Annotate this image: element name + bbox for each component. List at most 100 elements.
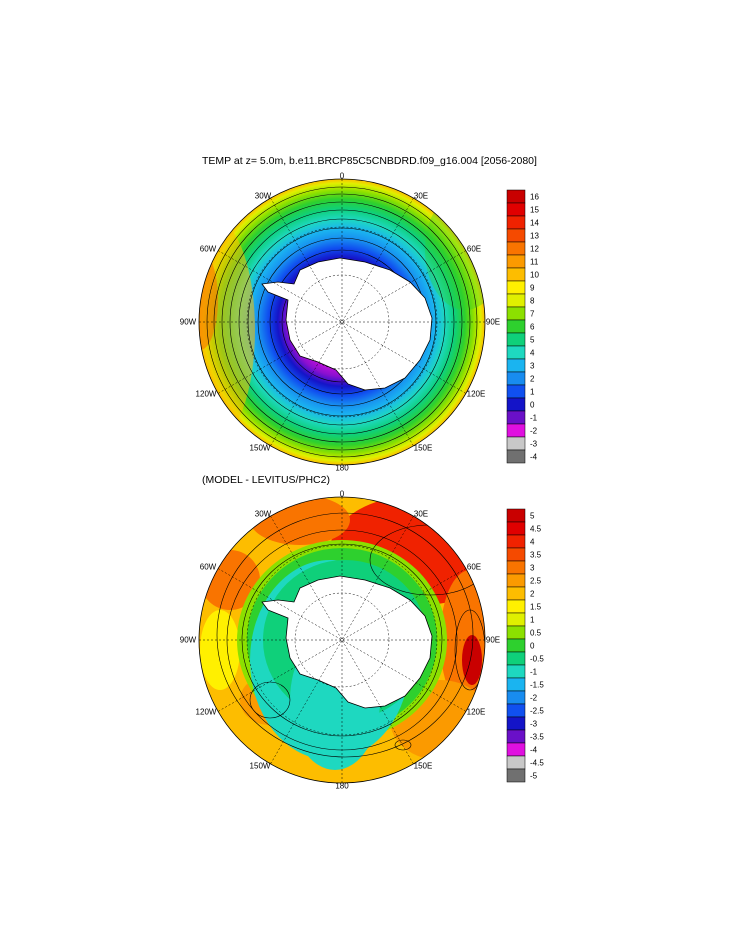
- map1-border: [198, 178, 486, 466]
- map2-colorbar-swatch: [506, 690, 526, 705]
- map1-colorbar-label: -2: [530, 426, 538, 435]
- map2-colorbar-swatch: [506, 625, 526, 640]
- map2-border: [198, 496, 486, 784]
- map1-colorbar-swatch: [506, 319, 526, 334]
- map1-label-150w: 150W: [249, 443, 271, 453]
- map1-colorbar-label: 12: [530, 244, 539, 253]
- map2-colorbar-label: 4.5: [530, 524, 542, 533]
- map2-colorbar-label: 0.5: [530, 628, 542, 637]
- map2-colorbar-swatch: [506, 599, 526, 614]
- map1-colorbar-swatch: [506, 449, 526, 464]
- map1-colorbar-label: 16: [530, 192, 539, 201]
- map1-colorbar-label: 4: [530, 348, 535, 357]
- map2-colorbar-swatch: [506, 534, 526, 549]
- map2-label-90e: 90E: [485, 635, 501, 645]
- map2-colorbar-swatch: [506, 547, 526, 562]
- map2-colorbar-swatch: [506, 742, 526, 757]
- map1-colorbar-swatch: [506, 345, 526, 360]
- map2-colorbar-swatch: [506, 716, 526, 731]
- map1-colorbar-swatch: [506, 254, 526, 269]
- map2-colorbar-swatch: [506, 573, 526, 588]
- map1-label-90w: 90W: [179, 317, 197, 327]
- map1-colorbar-swatch: [506, 293, 526, 308]
- map1-title: TEMP at z= 5.0m, b.e11.BRCP85C5CNBDRD.f0…: [202, 155, 537, 167]
- map1-label-120w: 120W: [195, 389, 217, 399]
- map2-colorbar-label: 5: [530, 511, 535, 520]
- map1-colorbar-swatch: [506, 410, 526, 425]
- map1-colorbar-label: 1: [530, 387, 535, 396]
- map2-colorbar-label: -4: [530, 745, 538, 754]
- map1-colorbar-swatch: [506, 267, 526, 282]
- map1-colorbar-label: 15: [530, 205, 539, 214]
- map2-gridlines: [199, 497, 485, 783]
- map2-colorbar-label: 2.5: [530, 576, 542, 585]
- map2-colorbar-label: -2: [530, 693, 538, 702]
- map1-label-0: 0: [339, 171, 345, 181]
- map2-label-90w: 90W: [179, 635, 197, 645]
- map1-colorbar-label: 3: [530, 361, 535, 370]
- map2-colorbar-swatch: [506, 729, 526, 744]
- map1-colorbar-label: 14: [530, 218, 539, 227]
- map2-colorbar-swatch: [506, 768, 526, 783]
- map2-label-120w: 120W: [195, 707, 217, 717]
- map1-colorbar-label: -4: [530, 452, 538, 461]
- map1-label-90e: 90E: [485, 317, 501, 327]
- map2-label-0: 0: [339, 489, 345, 499]
- map2-colorbar-swatch: [506, 664, 526, 679]
- map1-label-30e: 30E: [413, 191, 429, 201]
- map1-colorbar-label: 8: [530, 296, 535, 305]
- map1-colorbar-swatch: [506, 436, 526, 451]
- antarctica-shape: [261, 257, 433, 391]
- map1-label-60e: 60E: [466, 244, 482, 254]
- map1-colorbar-swatch: [506, 306, 526, 321]
- map2-colorbar-swatch: [506, 638, 526, 653]
- map2-colorbar-label: 1: [530, 615, 535, 624]
- map1-colorbar-swatch: [506, 384, 526, 399]
- map2-colorbar-swatch: [506, 560, 526, 575]
- map2-colorbar-swatch: [506, 586, 526, 601]
- map2-label-120e: 120E: [466, 707, 486, 717]
- map1-gridlines: [199, 179, 485, 465]
- map1-colorbar-swatch: [506, 332, 526, 347]
- map2-colorbar-label: 3.5: [530, 550, 542, 559]
- antarctica-shape-2: [261, 575, 433, 709]
- map1-colorbar-label: -3: [530, 439, 538, 448]
- map2-colorbar-label: -4.5: [530, 758, 544, 767]
- map1-colorbar-swatch: [506, 371, 526, 386]
- map2-label-150w: 150W: [249, 761, 271, 771]
- map1-colorbar-swatch: [506, 215, 526, 230]
- map2-label-30e: 30E: [413, 509, 429, 519]
- map2-colorbar-label: 3: [530, 563, 535, 572]
- map2-label-150e: 150E: [413, 761, 433, 771]
- map1-colorbar-label: 5: [530, 335, 535, 344]
- map2-colorbar: [506, 508, 526, 783]
- map2-colorbar-label: -2.5: [530, 706, 544, 715]
- map2-colorbar-swatch: [506, 508, 526, 523]
- map1-colorbar-label: 6: [530, 322, 535, 331]
- map1-colorbar-swatch: [506, 358, 526, 373]
- map2-colorbar-swatch: [506, 755, 526, 770]
- map2-title: (MODEL - LEVITUS/PHC2): [202, 474, 330, 486]
- map1-colorbar-swatch: [506, 280, 526, 295]
- map1-colorbar-label: 2: [530, 374, 535, 383]
- map1-colorbar-label: 9: [530, 283, 535, 292]
- map1-colorbar-label: 10: [530, 270, 539, 279]
- map1-colorbar-label: 7: [530, 309, 535, 318]
- map2-colorbar-swatch: [506, 703, 526, 718]
- map1-colorbar-label: 13: [530, 231, 539, 240]
- map2-colorbar-swatch: [506, 677, 526, 692]
- map1-label-120e: 120E: [466, 389, 486, 399]
- map2-colorbar-swatch: [506, 651, 526, 666]
- map2-colorbar-label: -5: [530, 771, 538, 780]
- map2-colorbar-label: -1.5: [530, 680, 544, 689]
- map1-label-180: 180: [335, 463, 349, 473]
- map1-label-60w: 60W: [199, 244, 217, 254]
- map2-colorbar-swatch: [506, 521, 526, 536]
- map2-colorbar-swatch: [506, 612, 526, 627]
- map1-colorbar-swatch: [506, 202, 526, 217]
- map2-colorbar-label: -1: [530, 667, 538, 676]
- map2-label-60e: 60E: [466, 562, 482, 572]
- map2-label-30w: 30W: [254, 509, 272, 519]
- map1-colorbar-swatch: [506, 397, 526, 412]
